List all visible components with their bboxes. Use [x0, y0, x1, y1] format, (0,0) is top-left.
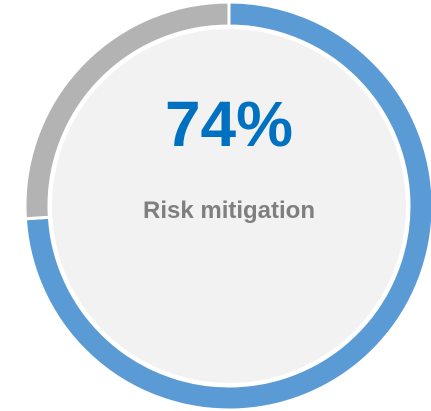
center-value-label: 74%	[164, 88, 294, 160]
donut-hole	[49, 26, 409, 386]
center-caption: Risk mitigation	[142, 197, 316, 224]
